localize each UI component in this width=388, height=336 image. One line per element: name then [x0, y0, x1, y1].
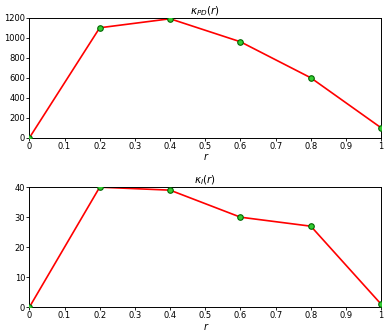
- X-axis label: r: r: [203, 322, 207, 332]
- Title: $\kappa_{PD}(r)$: $\kappa_{PD}(r)$: [191, 4, 220, 18]
- X-axis label: r: r: [203, 153, 207, 162]
- Title: $\kappa_I(r)$: $\kappa_I(r)$: [194, 174, 216, 187]
